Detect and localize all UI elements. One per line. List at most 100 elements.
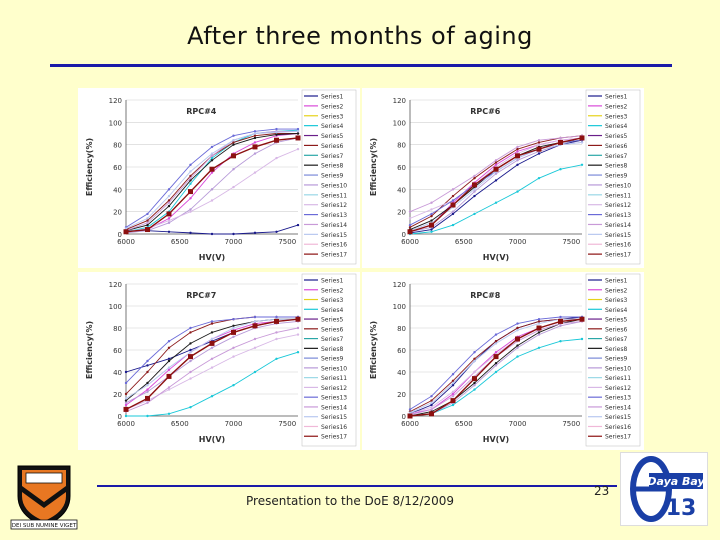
x-tick-label: 7000: [509, 420, 527, 428]
data-point: [189, 231, 192, 235]
data-point: [189, 174, 192, 178]
footer-text: Presentation to the DoE 8/12/2009: [246, 494, 455, 508]
data-point: [430, 403, 433, 407]
data-point: [536, 146, 542, 152]
data-point: [210, 366, 214, 369]
data-point: [123, 229, 129, 235]
y-tick-label: 120: [109, 281, 122, 289]
chart-panel-rpc7: 0 20 40 60 80 100 120 6000 6500 7000 7500 RPC#7 HV(V…: [78, 272, 360, 450]
footer-rule: [97, 485, 617, 487]
x-tick-label: 6500: [171, 420, 189, 428]
data-point: [296, 326, 300, 330]
series-line: [125, 137, 299, 233]
data-point: [430, 219, 433, 222]
chart-title: RPC#7: [186, 291, 216, 300]
data-point: [515, 153, 520, 159]
x-tick-label: 6000: [117, 420, 135, 428]
data-point: [189, 182, 192, 185]
legend-label: Series12: [605, 202, 631, 209]
legend-label: Series7: [605, 153, 627, 160]
legend-label: Series1: [321, 94, 343, 101]
legend-label: Series2: [321, 287, 343, 294]
data-point: [210, 159, 214, 162]
y-tick-label: 40: [113, 369, 122, 377]
data-point: [494, 370, 498, 374]
legend-label: Series1: [605, 94, 627, 101]
data-point: [580, 163, 584, 166]
x-tick-label: 7500: [278, 238, 296, 246]
y-tick-label: 20: [397, 391, 406, 399]
data-point: [232, 141, 235, 144]
y-tick-label: 0: [118, 413, 122, 421]
data-point: [189, 326, 192, 330]
data-point: [232, 185, 235, 189]
y-axis-label: Efficiency(%): [85, 138, 94, 196]
data-point: [296, 127, 300, 131]
legend-label: Series16: [605, 424, 631, 431]
data-point: [124, 370, 128, 374]
legend-label: Series1: [321, 278, 343, 285]
data-point: [167, 194, 171, 198]
data-point: [537, 331, 541, 334]
data-point: [210, 145, 214, 149]
data-point: [167, 201, 171, 204]
x-tick-label: 7500: [562, 238, 580, 246]
legend-label: Series13: [605, 212, 631, 219]
x-tick-label: 7000: [225, 420, 243, 428]
daya-bay-logo: Daya Bay 13: [620, 452, 708, 526]
legend-label: Series12: [321, 202, 347, 209]
data-point: [253, 136, 257, 140]
data-point: [559, 340, 562, 343]
data-point: [124, 227, 128, 230]
data-point: [232, 355, 235, 358]
legend-label: Series11: [321, 192, 347, 199]
data-point: [124, 414, 128, 418]
data-point: [209, 166, 215, 172]
data-point: [408, 210, 412, 213]
data-point: [451, 395, 455, 398]
data-point: [473, 388, 476, 391]
x-tick-label: 6000: [401, 420, 419, 428]
data-point: [516, 326, 519, 330]
data-point: [167, 217, 171, 220]
series-line: [409, 164, 583, 235]
data-point: [451, 373, 455, 376]
data-point: [252, 323, 258, 329]
legend-label: Series1: [605, 278, 627, 285]
data-point: [473, 351, 476, 354]
y-tick-label: 40: [397, 186, 406, 194]
data-point: [146, 221, 149, 225]
data-point: [408, 408, 412, 411]
data-point: [253, 152, 257, 155]
data-point: [408, 217, 412, 220]
legend-label: Series9: [321, 173, 343, 180]
data-point: [253, 320, 257, 323]
legend-label: Series15: [605, 232, 631, 239]
x-axis-label: HV(V): [199, 435, 225, 444]
data-point: [430, 212, 433, 216]
data-point: [167, 412, 171, 415]
data-point: [516, 190, 519, 193]
data-point: [536, 325, 542, 331]
legend-box: [585, 89, 641, 265]
data-point: [275, 131, 278, 134]
legend-label: Series4: [321, 123, 343, 130]
data-point: [473, 212, 476, 216]
data-point: [559, 324, 562, 327]
data-point: [275, 315, 278, 319]
data-point: [253, 337, 257, 341]
data-point: [494, 333, 498, 336]
data-point: [473, 188, 476, 191]
data-point: [473, 190, 476, 193]
data-point: [537, 322, 541, 325]
chart-rpc4: 0 20 40 60 80 100 120 6000 6500 7000 7500 RPC#4 HV(V…: [85, 89, 357, 265]
data-point: [408, 223, 412, 227]
data-point: [296, 132, 300, 135]
data-point: [430, 208, 433, 211]
series-line: [409, 139, 583, 230]
data-point: [473, 381, 476, 385]
data-point: [146, 364, 149, 367]
legend-label: Series6: [605, 326, 627, 333]
chart-panel-rpc6: 0 20 40 60 80 100 120 6000 6500 7000 7500 RPC#6 HV(V…: [362, 88, 644, 268]
data-point: [210, 154, 214, 158]
